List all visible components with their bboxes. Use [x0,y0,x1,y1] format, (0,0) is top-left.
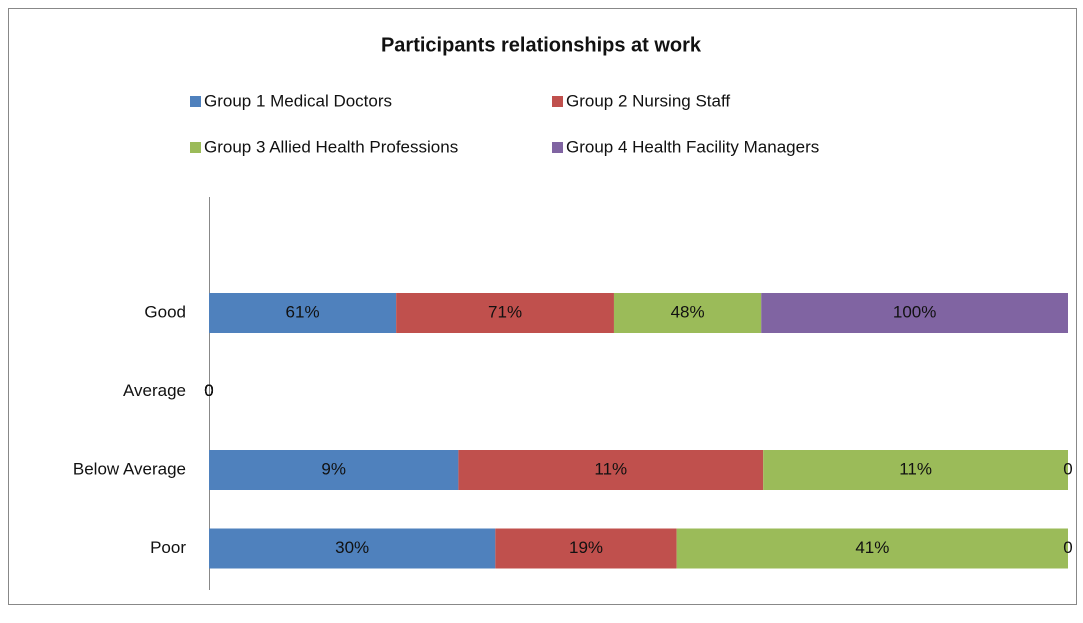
data-label: 0 [1063,459,1072,478]
legend-swatch [552,142,563,153]
data-label: 61% [286,302,320,321]
chart-title: Participants relationships at work [381,34,702,56]
legend-label: Group 1 Medical Doctors [204,91,392,110]
y-tick-label: Below Average [73,459,186,478]
bar-segment [209,293,397,333]
data-label: 19% [569,538,603,557]
bar-segment [458,450,764,490]
data-label: 100% [893,302,936,321]
y-tick-label: Good [144,302,186,321]
y-tick-label: Poor [150,538,186,557]
legend-label: Group 4 Health Facility Managers [566,137,819,156]
legend-swatch [552,96,563,107]
data-label: 0 [204,381,213,400]
data-label: 0 [204,381,213,400]
data-label: 0 [1063,538,1072,557]
data-label: 0 [204,381,213,400]
bar-segment [495,528,677,569]
data-label: 11% [899,459,932,478]
data-label: 9% [321,459,346,478]
bar-segment [396,293,614,333]
bar-segment [763,450,1068,490]
data-label: 0 [204,381,213,400]
legend-swatch [190,96,201,107]
legend-label: Group 3 Allied Health Professions [204,137,458,156]
data-label: 41% [855,538,889,557]
data-label: 30% [335,538,369,557]
legend-swatch [190,142,201,153]
bar-segment [761,293,1068,333]
bar-segment [676,528,1068,569]
y-tick-label: Average [123,381,186,400]
legend-label: Group 2 Nursing Staff [566,91,730,110]
data-label: 48% [671,302,705,321]
data-label: 11% [594,459,627,478]
data-label: 71% [488,302,522,321]
bar-segment [613,293,762,333]
bar-segment [209,450,459,490]
bar-segment [209,528,496,569]
